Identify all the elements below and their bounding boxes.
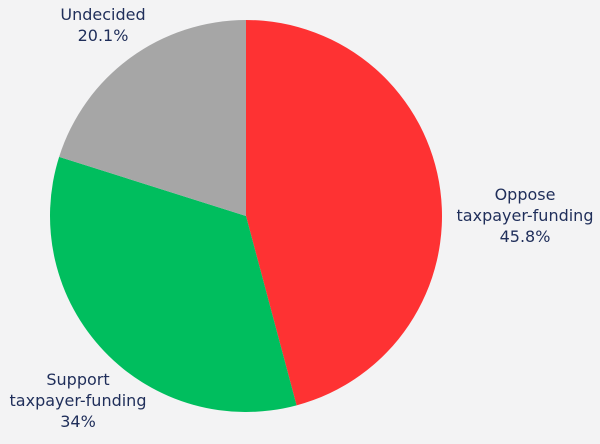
pie-slices (49, 20, 442, 412)
slice-value-oppose: 45.8% (500, 227, 551, 246)
slice-label-line: taxpayer-funding (10, 391, 147, 410)
slice-value-undecided: 20.1% (78, 26, 129, 45)
slice-label-line: Support (46, 370, 109, 389)
slice-label-support: Support taxpayer-funding 34% (10, 370, 147, 431)
pie-labels: Oppose taxpayer-funding 45.8% Support taxpay… (10, 5, 594, 431)
slice-label-line: taxpayer-funding (457, 206, 594, 225)
slice-label-undecided: Undecided 20.1% (60, 5, 145, 45)
pie-slice-undecided (59, 20, 246, 216)
slice-label-line: Oppose (495, 185, 556, 204)
slice-value-support: 34% (60, 412, 96, 431)
slice-label-oppose: Oppose taxpayer-funding 45.8% (457, 185, 594, 246)
pie-slice-support (49, 156, 297, 412)
pie-slice-oppose (246, 20, 442, 406)
slice-label-line: Undecided (60, 5, 145, 24)
